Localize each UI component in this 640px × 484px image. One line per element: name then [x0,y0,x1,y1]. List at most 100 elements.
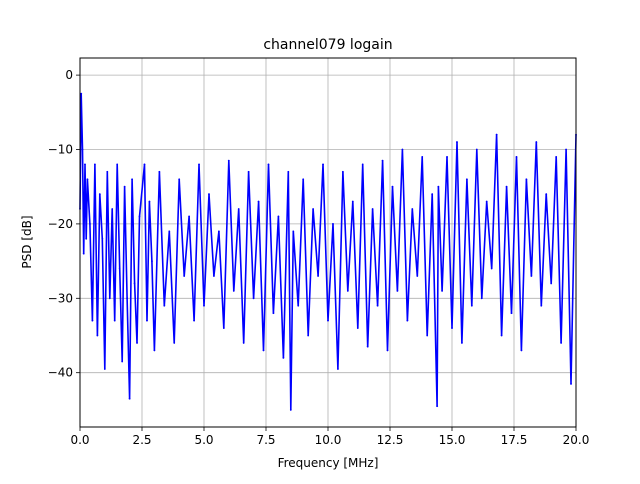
psd-data-point [381,159,384,162]
psd-data-point [123,185,126,188]
psd-data-point [163,304,166,307]
psd-data-point [262,349,265,352]
x-tick-label: 10.0 [315,433,342,447]
psd-data-point [337,368,339,370]
psd-data-point [550,282,553,285]
psd-data-point [437,185,440,188]
psd-data-point [356,327,359,329]
chart-title: channel079 logain [263,37,392,53]
psd-data-point [111,208,114,210]
psd-data-point [208,193,210,196]
psd-data-point [456,141,458,143]
psd-data-point [555,156,558,158]
psd-data-point [80,92,83,95]
psd-data-point [426,334,429,337]
psd-data-point [103,368,106,370]
psd-data-point [436,405,439,408]
psd-data-point [366,345,369,348]
psd-data-point [461,342,463,344]
y-tick-label: −40 [48,366,73,380]
psd-data-point [451,327,453,329]
y-tick-label: −10 [48,143,73,157]
psd-data-point [302,178,305,181]
psd-data-point [106,170,109,173]
psd-data-point [227,159,230,162]
psd-data-point [198,163,200,166]
psd-data-point [530,275,533,277]
y-axis-ticks: 0 −10 −20 −30 −40 [48,68,80,380]
y-tick-label: 0 [65,68,73,82]
psd-data-point [146,319,148,322]
x-tick-label: 12.5 [377,433,404,447]
psd-data-point [565,148,567,151]
psd-data-point [126,297,129,300]
psd-data-point [485,200,488,203]
psd-data-point [267,163,270,166]
psd-data-point [121,360,124,363]
psd-data-point [351,200,354,203]
x-tick-label: 17.5 [501,433,528,447]
psd-data-point [272,312,275,315]
x-axis-label: Frequency [MHz] [278,456,379,470]
psd-data-point [322,163,324,166]
psd-data-point [391,185,394,188]
psd-data-point [138,215,141,218]
psd-data-point [113,319,116,322]
psd-data-point [101,237,104,240]
y-tick-label: −30 [48,291,73,305]
psd-data-point [232,289,235,292]
psd-data-point [84,163,86,166]
psd-data-point [510,312,513,315]
psd-data-point [416,275,419,277]
psd-data-point [361,163,364,166]
psd-data-point [540,304,543,307]
psd-data-point [570,382,572,385]
psd-data-point [128,397,131,400]
x-axis-ticks: 0.0 2.5 5.0 7.5 10.0 12.5 15.0 17.5 20.0 [70,427,589,447]
psd-data-point [446,156,448,158]
psd-data-point [431,193,434,196]
y-axis-label: PSD [dB] [20,215,34,268]
psd-data-point [292,230,295,233]
psd-data-point [500,334,503,337]
psd-data-point [515,156,518,158]
psd-data-point [183,275,186,277]
psd-data-point [312,208,315,210]
psd-data-point [136,342,138,344]
psd-data-point [153,349,156,352]
psd-data-point [289,408,292,411]
psd-data-point [341,170,344,173]
psd-data-point [327,319,329,322]
psd-data-point [158,170,161,173]
x-tick-label: 2.5 [132,433,151,447]
psd-data-point [421,156,424,158]
series-layer [79,92,577,411]
psd-data-point [89,223,91,225]
psd-data-point [560,342,563,344]
psd-data-point [108,297,111,300]
psd-data-point [307,334,310,337]
psd-data-point [252,297,255,300]
psd-data-point [81,148,84,151]
psd-data-point [317,275,319,277]
psd-data-point [217,230,220,233]
psd-data-point [396,289,399,292]
psd-data-point [82,252,85,255]
psd-data-point [116,163,119,166]
psd-data-point [131,178,133,181]
psd-data-point [133,282,136,285]
psd-data-point [203,304,205,307]
psd-data-point [188,215,191,218]
psd-data-point [495,133,498,136]
psd-data-point [411,208,414,210]
psd-data-point [168,230,171,233]
psd-data-point [178,178,181,181]
psd-data-point [173,342,176,344]
psd-data-point [85,237,88,240]
psd-data-point [520,349,523,352]
x-tick-label: 15.0 [439,433,466,447]
psd-data-point [93,163,96,166]
psd-data-point [148,200,151,203]
